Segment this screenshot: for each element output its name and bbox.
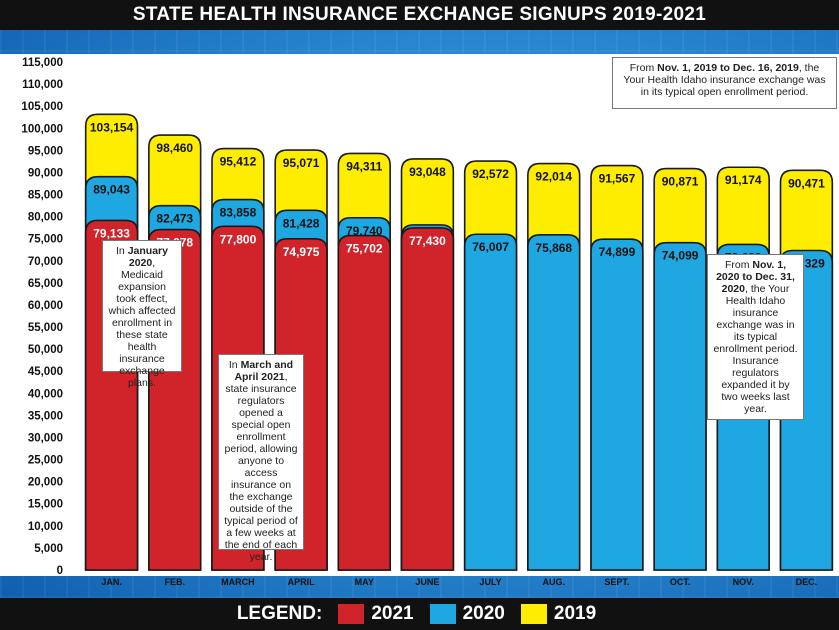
annotation-right: From Nov. 1, 2020 to Dec. 31, 2020, the … xyxy=(707,254,804,420)
data-label-2019: 95,071 xyxy=(283,156,320,170)
y-tick-label: 20,000 xyxy=(28,477,63,489)
annotation-text: From xyxy=(629,62,658,74)
y-tick-label: 25,000 xyxy=(28,455,63,467)
legend-item-2021: 2021 xyxy=(338,603,414,625)
annotation-bold-text: March and April 2021 xyxy=(234,359,294,383)
y-tick-label: 15,000 xyxy=(28,499,63,511)
data-label-2020: 79,740 xyxy=(346,224,383,238)
data-label-2020: 89,043 xyxy=(93,183,130,197)
y-tick-label: 110,000 xyxy=(22,79,63,91)
x-tick-label: NOV. xyxy=(733,577,754,587)
x-tick-label: APRIL xyxy=(288,577,316,587)
annotation-top-right: From Nov. 1, 2019 to Dec. 16, 2019, the … xyxy=(612,57,837,109)
data-label-2020: 74,899 xyxy=(599,245,636,259)
annotation-text: , the Your Health Idaho insurance exchan… xyxy=(713,283,798,415)
legend-text-2019: 2019 xyxy=(553,603,597,624)
y-tick-label: 10,000 xyxy=(28,521,63,533)
x-tick-label: JAN. xyxy=(101,577,122,587)
bar-2020 xyxy=(463,233,518,571)
data-label-2019: 93,048 xyxy=(409,165,446,179)
y-tick-label: 105,000 xyxy=(21,101,63,113)
data-label-2020: 74,099 xyxy=(662,249,699,263)
data-label-2019: 91,174 xyxy=(725,173,762,187)
y-tick-label: 85,000 xyxy=(28,190,63,202)
x-tick-label: SEPT. xyxy=(604,577,629,587)
y-tick-label: 90,000 xyxy=(28,167,63,179)
data-label-2019: 103,154 xyxy=(90,120,134,134)
legend-item-2020: 2020 xyxy=(429,603,505,625)
annotation-text: In xyxy=(116,245,128,257)
annotation-january: In January 2020, Medicaid expansion took… xyxy=(102,240,182,389)
y-tick-label: 40,000 xyxy=(28,388,63,400)
data-label-2020: 75,868 xyxy=(535,241,572,255)
bar-2020 xyxy=(653,241,707,571)
legend-swatch-2020 xyxy=(429,604,456,624)
bar-2021 xyxy=(400,227,455,571)
annotation-text: From xyxy=(724,259,753,271)
data-label-2020: 81,428 xyxy=(283,216,320,230)
legend-text-2020: 2020 xyxy=(462,603,505,624)
data-label-2019: 92,572 xyxy=(472,167,509,181)
legend-item-2019: 2019 xyxy=(520,603,597,625)
data-label-2020: 76,007 xyxy=(472,240,509,254)
bar-2021 xyxy=(337,234,391,571)
y-tick-label: 30,000 xyxy=(28,432,63,444)
legend-swatch-2019 xyxy=(520,604,547,624)
x-tick-label: MARCH xyxy=(221,577,255,587)
y-tick-label: 95,000 xyxy=(28,145,63,157)
legend-swatch-2021 xyxy=(338,604,365,624)
data-label-2021: 77,430 xyxy=(409,234,446,248)
x-tick-label: JULY xyxy=(479,577,501,587)
y-tick-label: 100,000 xyxy=(21,123,63,135)
legend: LEGEND: 2021 2020 2019 xyxy=(0,598,839,630)
y-tick-label: 65,000 xyxy=(28,278,63,290)
y-tick-label: 60,000 xyxy=(28,300,63,312)
data-label-2019: 98,460 xyxy=(156,141,193,155)
x-tick-label: DEC. xyxy=(796,577,818,587)
y-tick-label: 55,000 xyxy=(28,322,63,334)
annotation-text: In xyxy=(228,359,241,371)
data-label-2019: 95,412 xyxy=(220,155,257,169)
bar-2020 xyxy=(590,238,644,571)
y-tick-label: 5,000 xyxy=(34,543,63,555)
data-label-2019: 91,567 xyxy=(599,172,636,186)
data-label-2020: 82,473 xyxy=(156,212,193,226)
annotation-bold-text: Nov. 1, 2019 to Dec. 16, 2019 xyxy=(657,62,799,74)
y-tick-label: 115,000 xyxy=(22,57,63,69)
x-tick-label: JUNE xyxy=(415,577,439,587)
y-tick-label: 80,000 xyxy=(28,212,63,224)
data-label-2019: 92,014 xyxy=(535,170,572,184)
data-label-2019: 94,311 xyxy=(346,159,382,173)
annotation-bold-text: January 2020 xyxy=(127,245,168,269)
legend-text-2021: 2021 xyxy=(371,603,414,624)
data-label-2021: 74,975 xyxy=(283,245,320,259)
x-tick-label: MAY xyxy=(355,577,374,587)
y-tick-label: 70,000 xyxy=(28,256,63,268)
data-label-2021: 75,702 xyxy=(346,242,383,256)
y-tick-label: 75,000 xyxy=(28,234,63,246)
x-tick-label: OCT. xyxy=(670,577,691,587)
bar-2020 xyxy=(527,234,581,571)
data-label-2019: 90,471 xyxy=(788,176,825,190)
y-tick-label: 50,000 xyxy=(28,344,63,356)
annotation-text: , state insurance regulators opened a sp… xyxy=(224,371,298,563)
annotation-text: , Medicaid expansion took effect, which … xyxy=(108,257,176,389)
y-tick-label: 45,000 xyxy=(28,366,63,378)
data-label-2021: 79,133 xyxy=(93,226,130,240)
annotation-march-april: In March and April 2021, state insurance… xyxy=(218,354,304,563)
chart-title: STATE HEALTH INSURANCE EXCHANGE SIGNUPS … xyxy=(0,0,839,30)
y-tick-label: 0 xyxy=(57,565,63,577)
annotation-text: , the Your Health Idaho insurance exchan… xyxy=(623,62,826,98)
y-tick-label: 35,000 xyxy=(28,410,63,422)
x-tick-label: FEB. xyxy=(164,577,185,587)
data-label-2020: 83,858 xyxy=(220,206,257,220)
annotation-bold-text: Nov. 1, 2020 to Dec. 31, 2020 xyxy=(716,259,795,295)
legend-label: LEGEND: xyxy=(236,603,323,624)
x-tick-label: AUG. xyxy=(543,577,566,587)
data-label-2021: 77,800 xyxy=(220,232,257,246)
data-label-2019: 90,871 xyxy=(662,175,699,189)
